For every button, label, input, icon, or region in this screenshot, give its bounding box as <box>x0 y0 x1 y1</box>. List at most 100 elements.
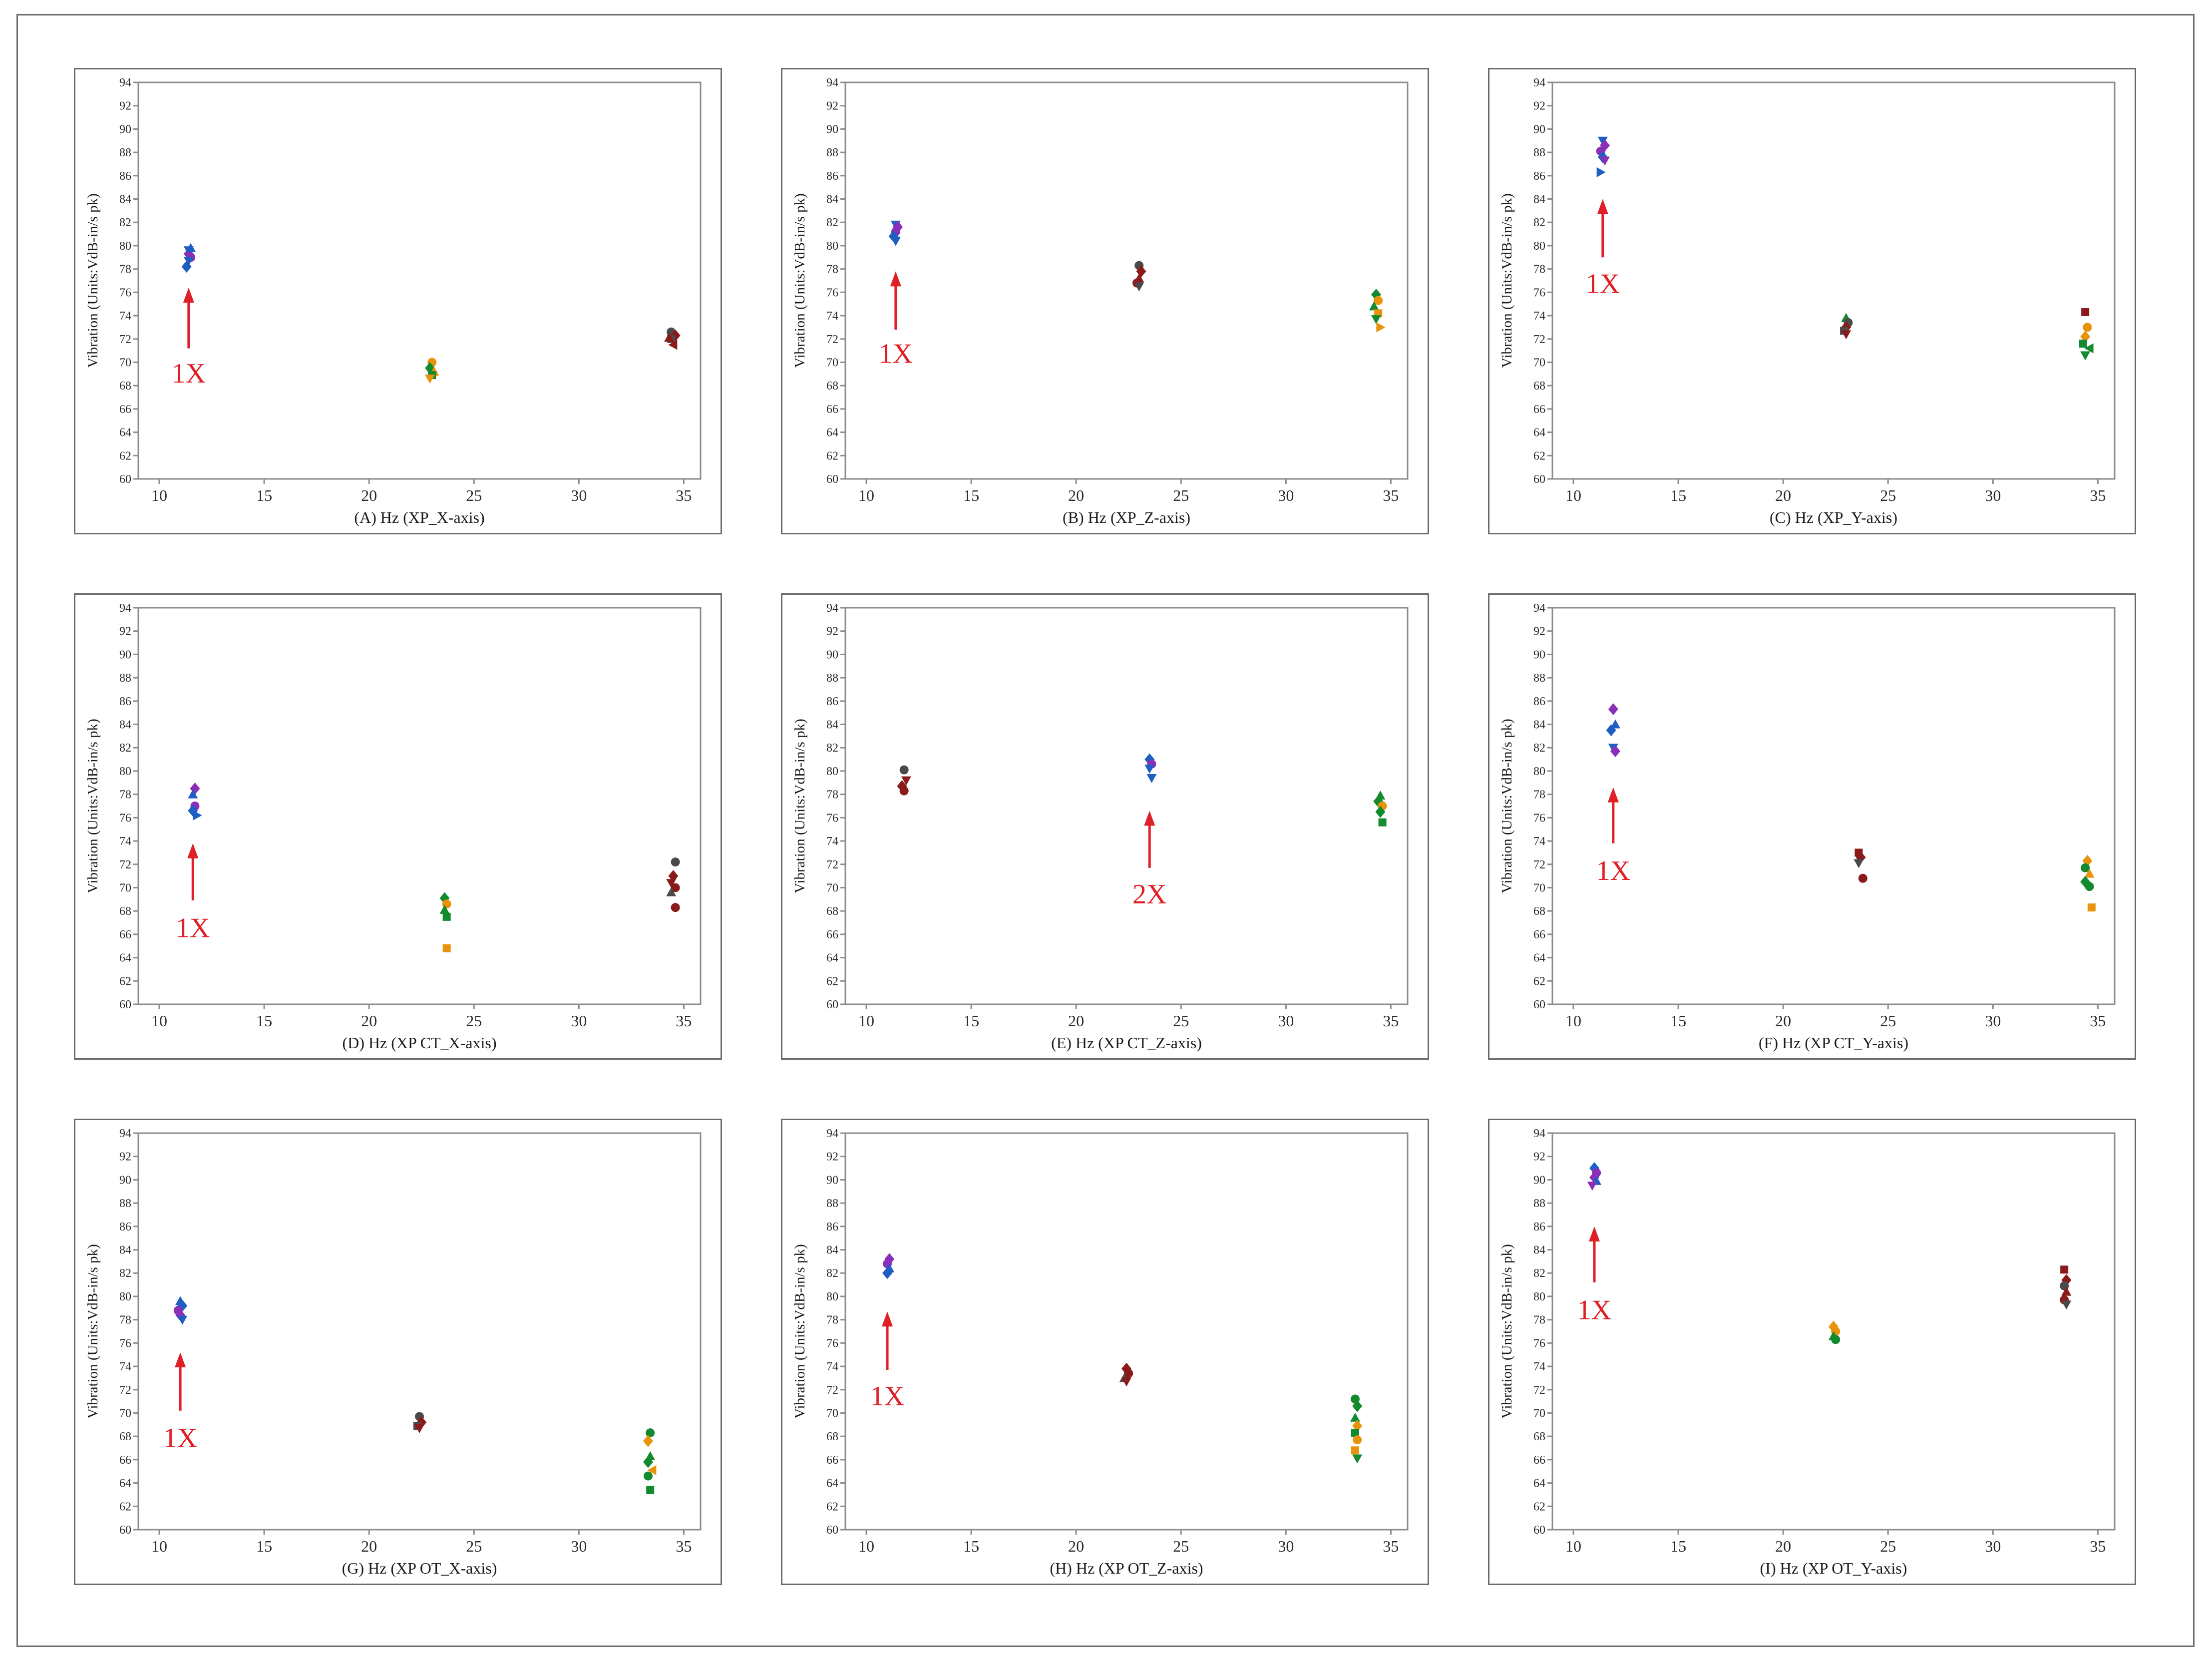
annotation-label: 1X <box>1596 855 1630 886</box>
x-tick-label: 20 <box>1068 486 1084 504</box>
y-tick-label: 72 <box>119 1384 131 1397</box>
x-tick-label: 25 <box>466 1537 482 1555</box>
data-point <box>1134 282 1144 292</box>
y-tick-label: 82 <box>119 742 131 755</box>
data-point <box>2087 903 2096 912</box>
y-tick-label: 60 <box>1533 473 1545 486</box>
y-tick-label: 72 <box>119 333 131 346</box>
y-tick-label: 72 <box>826 333 838 346</box>
data-point <box>1378 818 1387 827</box>
x-tick-label: 30 <box>571 1012 587 1030</box>
y-tick-label: 80 <box>119 1290 131 1303</box>
y-tick-label: 88 <box>1533 146 1545 159</box>
y-tick-label: 66 <box>826 1454 838 1467</box>
data-point <box>647 1465 657 1475</box>
x-tick-label: 20 <box>361 486 377 504</box>
data-point <box>2084 868 2095 878</box>
data-point <box>2060 1265 2069 1274</box>
y-tick-label: 72 <box>1533 1384 1545 1397</box>
y-tick-label: 64 <box>119 1477 131 1490</box>
y-tick-label: 70 <box>826 881 838 894</box>
x-tick-label: 15 <box>1670 1012 1686 1030</box>
y-tick-label: 94 <box>1533 602 1545 615</box>
y-tick-label: 94 <box>119 1127 131 1140</box>
data-point <box>1600 156 1610 166</box>
y-tick-label: 74 <box>826 1360 838 1373</box>
y-tick-label: 88 <box>119 672 131 685</box>
data-point <box>1371 315 1381 325</box>
y-tick-label: 92 <box>1533 100 1545 113</box>
data-point <box>2085 882 2094 891</box>
data-point <box>439 904 450 914</box>
data-point <box>1146 774 1157 783</box>
x-tick-label: 20 <box>1775 1537 1791 1555</box>
data-point <box>1351 1446 1359 1455</box>
x-tick-label: 25 <box>1880 1537 1896 1555</box>
y-tick-label: 78 <box>826 1314 838 1327</box>
y-tick-label: 76 <box>1533 812 1545 825</box>
y-tick-label: 80 <box>826 765 838 778</box>
annotation-label: 2X <box>1132 879 1166 910</box>
x-tick-label: 30 <box>1985 486 2001 504</box>
data-point <box>188 789 198 799</box>
y-tick-label: 68 <box>1533 380 1545 393</box>
data-point <box>177 1315 188 1325</box>
x-tick-label: 15 <box>1670 1537 1686 1555</box>
x-tick-label: 10 <box>151 1012 167 1030</box>
data-point <box>439 892 450 904</box>
y-axis-title: Vibration (Units:VdB-in/s pk) <box>792 1244 808 1418</box>
x-tick-label: 25 <box>1173 1012 1189 1030</box>
panel-c: 60 62 64 66 68 70 72 74 76 78 80 82 84 86 88 90 92 94 10 15… <box>1488 68 2136 534</box>
y-tick-label: 94 <box>826 76 838 89</box>
y-tick-label: 78 <box>826 263 838 276</box>
y-tick-label: 70 <box>1533 881 1545 894</box>
scatter-chart: 60 62 64 66 68 70 72 74 76 78 80 82 84 86 88 90 92 94 10 15… <box>792 1127 1409 1577</box>
y-tick-label: 78 <box>826 789 838 802</box>
y-tick-label: 86 <box>119 170 131 183</box>
y-tick-label: 80 <box>826 240 838 253</box>
y-tick-label: 86 <box>119 695 131 708</box>
x-tick-label: 15 <box>256 486 272 504</box>
panel-g: 60 62 64 66 68 70 72 74 76 78 80 82 84 86 88 90 92 94 10 15… <box>74 1119 722 1585</box>
x-tick-label: 20 <box>1775 1012 1791 1030</box>
data-point <box>1608 703 1618 716</box>
x-tick-label: 30 <box>1985 1537 2001 1555</box>
data-point <box>1350 1412 1360 1422</box>
y-tick-label: 68 <box>826 1430 838 1443</box>
x-tick-label: 30 <box>1985 1012 2001 1030</box>
data-point <box>1369 301 1379 311</box>
y-tick-label: 74 <box>119 835 131 848</box>
y-tick-label: 66 <box>119 1454 131 1467</box>
y-tick-label: 72 <box>1533 333 1545 346</box>
data-point <box>899 786 909 796</box>
x-axis-title: (G) Hz (XP OT_X-axis) <box>342 1559 497 1577</box>
panel-f: 60 62 64 66 68 70 72 74 76 78 80 82 84 86 88 90 92 94 10 15… <box>1488 593 2136 1060</box>
y-tick-label: 72 <box>119 858 131 871</box>
data-point <box>414 1424 424 1433</box>
y-tick-label: 78 <box>1533 263 1545 276</box>
x-axis-title: (I) Hz (XP OT_Y-axis) <box>1760 1559 1907 1577</box>
panel-d: 60 62 64 66 68 70 72 74 76 78 80 82 84 86 88 90 92 94 10 15… <box>74 593 722 1060</box>
y-tick-label: 64 <box>1533 426 1545 439</box>
x-tick-label: 10 <box>151 486 167 504</box>
data-point <box>899 765 909 775</box>
x-tick-label: 20 <box>361 1537 377 1555</box>
y-axis-title: Vibration (Units:VdB-in/s pk) <box>792 719 808 893</box>
x-tick-label: 25 <box>466 486 482 504</box>
y-tick-label: 90 <box>119 648 131 661</box>
y-tick-label: 66 <box>119 928 131 941</box>
y-tick-label: 68 <box>119 905 131 918</box>
y-tick-label: 66 <box>1533 928 1545 941</box>
y-axis-title: Vibration (Units:VdB-in/s pk) <box>85 1244 101 1418</box>
y-tick-label: 74 <box>1533 1360 1545 1373</box>
x-tick-label: 30 <box>571 1537 587 1555</box>
y-tick-label: 80 <box>1533 765 1545 778</box>
data-point <box>1352 1420 1363 1432</box>
y-tick-label: 86 <box>1533 170 1545 183</box>
data-point <box>177 1299 188 1312</box>
x-tick-label: 35 <box>2090 1537 2106 1555</box>
x-tick-label: 30 <box>1278 486 1294 504</box>
plot-area <box>1551 607 2116 1005</box>
y-tick-label: 84 <box>1533 1244 1545 1257</box>
annotation-arrowhead <box>1607 787 1619 803</box>
